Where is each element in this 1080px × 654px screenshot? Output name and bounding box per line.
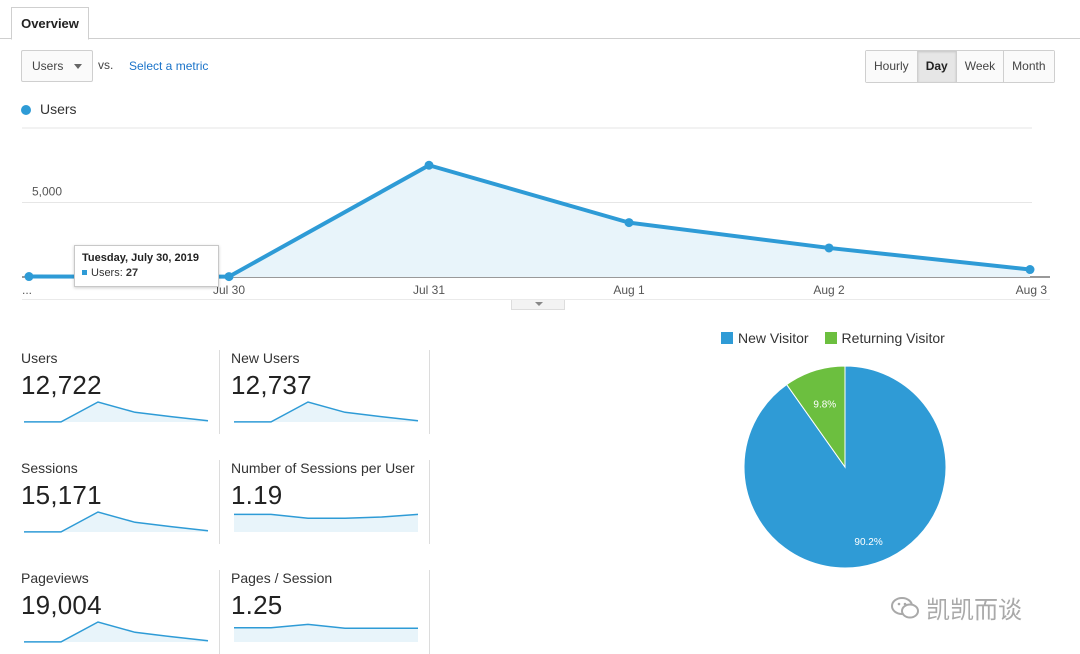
data-point-1[interactable] — [224, 272, 234, 282]
sparkline-area — [234, 402, 418, 422]
metric-label: Pageviews — [21, 570, 89, 586]
tile-divider — [429, 570, 430, 654]
x-tick-label: Aug 1 — [613, 283, 645, 297]
tab-bar: Overview — [0, 0, 1080, 40]
sparkline-line — [24, 621, 209, 643]
tooltip-date: Tuesday, July 30, 2019 — [82, 252, 199, 264]
legend-users-label: Users — [40, 101, 77, 117]
tile-divider — [429, 460, 430, 544]
x-tick-label: Aug 2 — [813, 283, 845, 297]
metric-label: Pages / Session — [231, 570, 333, 586]
month-button[interactable]: Month — [1004, 51, 1054, 82]
metric-value: 1.19 — [231, 480, 283, 510]
hourly-button[interactable]: Hourly — [866, 51, 918, 82]
sparkline — [234, 623, 418, 642]
chart-resize-handle[interactable] — [511, 300, 565, 310]
data-point-2[interactable] — [424, 160, 434, 170]
pie-legend-new-visitor: New Visitor — [721, 330, 809, 346]
x-tick-label: ... — [22, 283, 32, 297]
sparkline — [24, 621, 209, 643]
pie-legend-returning-visitor-label: Returning Visitor — [841, 330, 945, 346]
sparkline-area — [24, 622, 208, 642]
sparkline-line — [24, 401, 209, 423]
metric-select-value: Users — [32, 59, 64, 73]
tile-divider — [219, 460, 220, 544]
metric-value: 1.25 — [231, 590, 283, 620]
metric-tile-users[interactable]: Users 12,722 — [21, 350, 221, 442]
sparkline-line — [234, 513, 419, 520]
metric-label: Sessions — [21, 460, 78, 476]
metric-value: 19,004 — [21, 590, 102, 620]
metric-select[interactable]: Users — [21, 50, 93, 82]
pie-slice-label: 9.8% — [813, 400, 836, 411]
vs-label: vs. — [98, 58, 114, 72]
chevron-down-icon — [535, 302, 543, 306]
pie-legend: New Visitor Returning Visitor — [721, 330, 945, 346]
day-button[interactable]: Day — [917, 51, 957, 82]
select-metric-link[interactable]: Select a metric — [129, 59, 209, 73]
sparkline — [24, 511, 209, 533]
metric-label: Users — [21, 350, 58, 366]
metric-value: 12,722 — [21, 370, 102, 400]
wechat-icon — [891, 596, 919, 618]
sparkline — [234, 401, 419, 423]
new-visitor-swatch-icon — [721, 332, 733, 344]
metric-tile-pages-per-session[interactable]: Pages / Session 1.25 — [231, 570, 431, 654]
tab-overview[interactable]: Overview — [11, 7, 89, 40]
y-tick-label: 5,000 — [32, 185, 62, 199]
tooltip-metric: Users: — [91, 267, 123, 279]
chart-tooltip: Tuesday, July 30, 2019 Users: 27 — [74, 245, 219, 287]
watermark: 凯凯而谈 — [890, 590, 1022, 625]
x-tick-label: Aug 3 — [1016, 283, 1048, 297]
metric-value: 15,171 — [21, 480, 102, 510]
metric-tile-sessions[interactable]: Sessions 15,171 — [21, 460, 221, 552]
metric-tile-new-users[interactable]: New Users 12,737 — [231, 350, 431, 442]
watermark-text: 凯凯而谈 — [926, 597, 1022, 624]
metric-label: Number of Sessions per User — [231, 460, 415, 476]
sparkline — [24, 401, 209, 423]
tile-divider — [429, 350, 430, 434]
returning-visitor-swatch-icon — [824, 332, 837, 344]
pie-legend-returning-visitor: Returning Visitor — [824, 330, 945, 346]
sparkline-line — [234, 401, 419, 423]
metric-tile-pageviews[interactable]: Pageviews 19,004 — [21, 570, 221, 654]
caret-down-icon — [74, 64, 82, 69]
sparkline-area — [234, 514, 418, 532]
pie-slice-label: 90.2% — [854, 537, 882, 548]
tooltip-value: 27 — [125, 267, 139, 279]
x-tick-label: Jul 30 — [213, 283, 245, 297]
visitor-pie-chart: 90.2% 9.8% — [743, 365, 947, 569]
data-point-0[interactable] — [24, 272, 34, 282]
chart-legend: Users — [21, 101, 77, 117]
series-square-icon — [82, 270, 87, 275]
data-point-4[interactable] — [824, 243, 834, 253]
metric-tile-sessions-per-user[interactable]: Number of Sessions per User 1.19 — [231, 460, 431, 552]
tile-divider — [219, 350, 220, 434]
users-legend-dot-icon — [21, 105, 31, 115]
data-point-5[interactable] — [1025, 265, 1035, 275]
sparkline-line — [234, 623, 418, 630]
x-tick-label: Jul 31 — [413, 283, 445, 297]
week-button[interactable]: Week — [956, 51, 1005, 82]
pie-slice-returning-visitor[interactable] — [785, 365, 846, 469]
granularity-toggle: Hourly Day Week Month — [865, 50, 1055, 83]
tooltip-value-row: Users: 27 — [82, 267, 211, 279]
metric-label: New Users — [231, 350, 300, 366]
sparkline-line — [24, 511, 209, 533]
data-point-3[interactable] — [624, 218, 634, 228]
sparkline — [234, 513, 419, 532]
pie-legend-new-visitor-label: New Visitor — [738, 330, 809, 346]
tile-divider — [219, 570, 220, 654]
sparkline-area — [24, 512, 208, 532]
sparkline-area — [24, 402, 208, 422]
metric-value: 12,737 — [231, 370, 312, 400]
